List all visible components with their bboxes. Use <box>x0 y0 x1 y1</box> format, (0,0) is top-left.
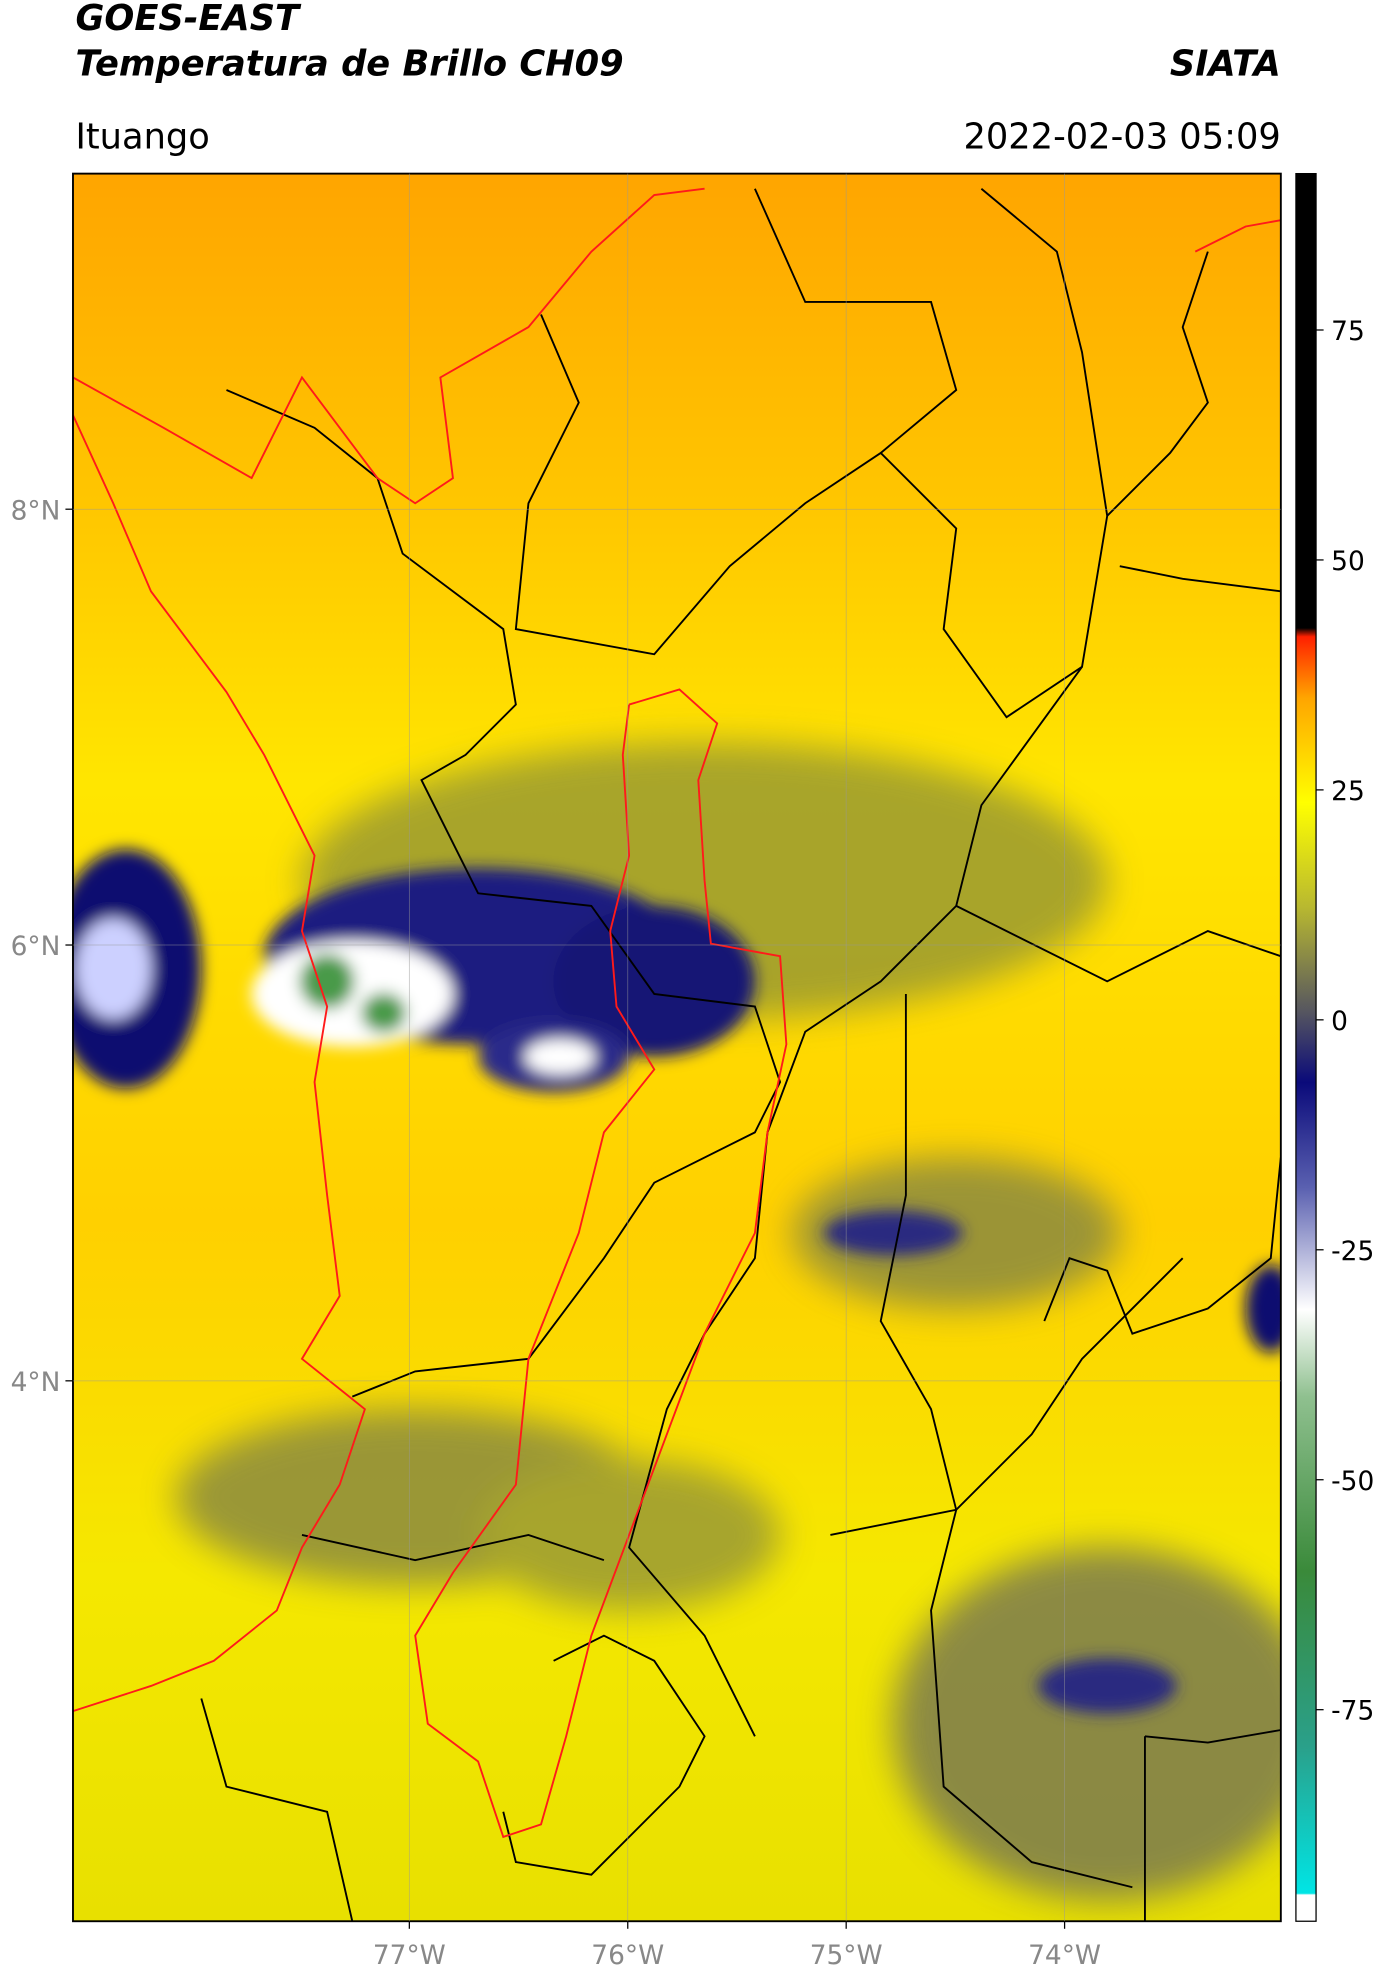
map-frame <box>72 172 1282 1923</box>
datetime: 2022-02-03 05:09 <box>963 116 1280 157</box>
colorbar-label: -75 <box>1331 1696 1374 1727</box>
colorbar-label: 50 <box>1331 546 1365 577</box>
lon-label: 75°W <box>810 1940 883 1971</box>
subtitle: Temperatura de Brillo CH09 <box>75 43 623 84</box>
lat-label: 6°N <box>11 931 61 962</box>
colorbar-label: 0 <box>1331 1006 1348 1037</box>
lon-label: 76°W <box>591 1940 664 1971</box>
title: GOES-EAST <box>75 0 302 39</box>
lat-label: 4°N <box>11 1367 61 1398</box>
agency: SIATA <box>1170 43 1281 84</box>
colorbar-label: -25 <box>1331 1236 1374 1267</box>
colorbar-label: 75 <box>1331 316 1365 347</box>
colorbar-label: 25 <box>1331 776 1365 807</box>
colorbar-label: -50 <box>1331 1466 1374 1497</box>
lat-label: 8°N <box>11 495 61 526</box>
lon-label: 74°W <box>1028 1940 1101 1971</box>
colorbar <box>1295 172 1317 1922</box>
map-image <box>72 173 1281 1922</box>
location: Ituango <box>75 116 209 157</box>
lon-label: 77°W <box>373 1940 446 1971</box>
